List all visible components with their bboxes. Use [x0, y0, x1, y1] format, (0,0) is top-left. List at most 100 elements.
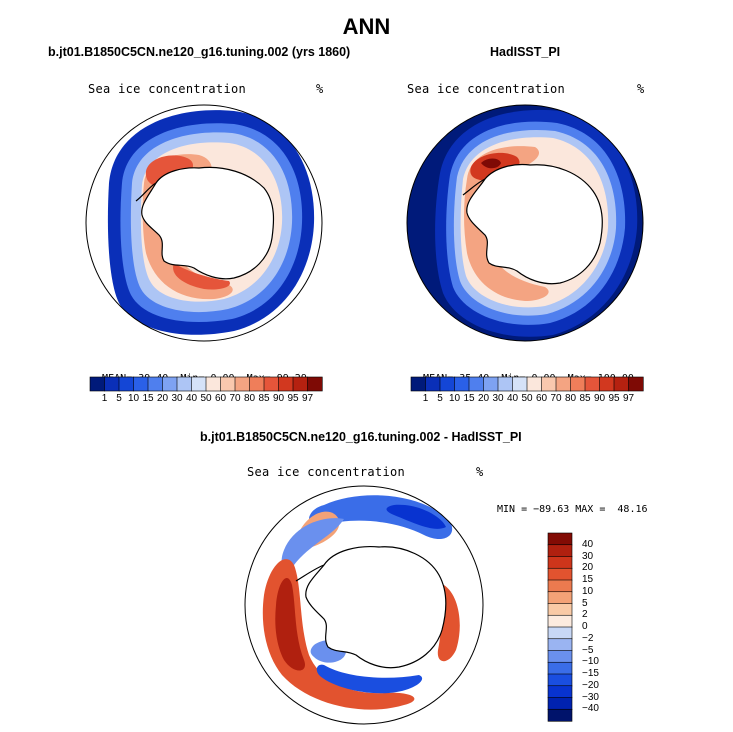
model-colorbar-box	[292, 376, 309, 392]
diff-colorbar-tick-label: 30	[582, 550, 594, 562]
model-units-label: %	[316, 82, 324, 96]
model-colorbar-tick-label: 40	[185, 393, 198, 404]
diff-title: b.jt01.B1850C5CN.ne120_g16.tuning.002 - …	[200, 430, 522, 444]
obs-colorbar-box	[410, 376, 427, 392]
diff-colorbar-box	[547, 614, 573, 628]
diff-colorbar-box	[547, 661, 573, 675]
diff-variable-label: Sea ice concentration	[247, 465, 406, 479]
model-colorbar-ticks: 1 5 10 15 20 30 40 50 60 70 80 85 90 95 97	[90, 393, 322, 405]
model-colorbar-box	[118, 376, 135, 392]
diff-colorbar-box	[547, 603, 573, 616]
model-colorbar-tick-label: 90	[272, 393, 285, 404]
obs-colorbar-tick-label: 70	[550, 393, 562, 404]
obs-colorbar	[410, 376, 644, 392]
diff-colorbar-tick-label: 15	[582, 574, 594, 585]
obs-colorbar-tick-label: 95	[608, 393, 620, 404]
obs-units-label: %	[637, 82, 645, 96]
diff-colorbar-tick-label: 20	[582, 562, 594, 574]
obs-colorbar-tick-label: 20	[477, 393, 490, 404]
obs-colorbar-tick-label: 40	[506, 393, 519, 404]
model-colorbar	[89, 376, 323, 392]
diff-blue-ross	[316, 664, 423, 694]
diff-colorbar-tick-label: 10	[582, 585, 594, 597]
diff-polar-map	[244, 485, 484, 725]
model-colorbar-box	[205, 376, 222, 392]
model-colorbar-tick-label: 50	[200, 393, 212, 404]
model-colorbar-tick-label: 30	[171, 393, 183, 404]
diff-colorbar-box	[547, 697, 573, 710]
obs-colorbar-tick-label: 80	[564, 393, 577, 404]
obs-colorbar-box	[483, 376, 499, 392]
obs-colorbar-tick-label: 60	[535, 393, 548, 404]
diff-colorbar-tick-label: −10	[582, 656, 599, 668]
obs-colorbar-tick-label: 1	[422, 393, 429, 404]
diff-colorbar-tick-label: 5	[582, 597, 588, 609]
diff-colorbar-box	[547, 685, 573, 699]
model-colorbar-tick-label: 5	[116, 393, 122, 404]
model-colorbar-box	[89, 376, 106, 392]
antarctic-peninsula	[295, 564, 325, 582]
diff-colorbar-box	[547, 532, 573, 546]
antarctic-peninsula	[462, 178, 486, 196]
figure-title: ANN	[342, 14, 391, 39]
ice-core-ross	[173, 263, 230, 290]
antarctica-landmass	[466, 163, 603, 285]
obs-polar-map	[406, 104, 644, 342]
model-colorbar-box	[191, 376, 207, 392]
model-colorbar-box	[249, 376, 265, 392]
diff-red-west	[262, 559, 415, 710]
model-colorbar-box	[220, 376, 236, 392]
model-colorbar-box	[234, 376, 251, 392]
obs-colorbar-tick-label: 50	[521, 393, 533, 404]
antarctic-peninsula	[135, 182, 157, 202]
obs-colorbar-box	[512, 376, 528, 392]
diff-colorbar-box	[547, 556, 573, 569]
obs-colorbar-tick-label: 97	[622, 393, 635, 404]
model-colorbar-box	[147, 376, 164, 392]
diff-colorbar-box	[547, 650, 573, 663]
diff-colorbar-box	[547, 638, 573, 652]
diff-colorbar-ticks: 40 30 20 15 10 5 2 0 −2 −5 −10 −15 −20 −30 −40	[582, 533, 642, 721]
diff-colorbar-box	[547, 626, 573, 640]
obs-colorbar-box	[628, 376, 644, 392]
diff-units-label: %	[476, 465, 484, 479]
model-colorbar-tick-label: 15	[142, 393, 154, 404]
model-case-title: b.jt01.B1850C5CN.ne120_g16.tuning.002 (y…	[48, 45, 351, 59]
diff-colorbar	[547, 532, 573, 722]
diff-colorbar-box	[547, 544, 573, 558]
diff-colorbar-box	[547, 591, 573, 605]
obs-colorbar-box	[570, 376, 586, 392]
model-colorbar-tick-label: 80	[243, 393, 256, 404]
obs-colorbar-box	[425, 376, 441, 392]
model-colorbar-tick-label: 20	[156, 393, 169, 404]
obs-colorbar-box	[497, 376, 514, 392]
obs-colorbar-tick-label: 5	[437, 393, 443, 404]
diff-colorbar-tick-label: −5	[582, 644, 594, 656]
model-polar-map	[85, 104, 323, 342]
model-colorbar-box	[104, 376, 120, 392]
obs-colorbar-box	[599, 376, 615, 392]
diff-colorbar-box	[547, 673, 573, 687]
diff-colorbar-box	[547, 567, 573, 581]
diff-colorbar-tick-label: 0	[582, 621, 588, 632]
obs-colorbar-box	[555, 376, 572, 392]
model-colorbar-tick-label: 95	[287, 393, 299, 404]
model-colorbar-tick-label: 85	[258, 393, 270, 404]
model-colorbar-box	[263, 376, 280, 392]
model-variable-label: Sea ice concentration	[88, 82, 247, 96]
obs-colorbar-tick-label: 30	[492, 393, 504, 404]
obs-colorbar-box	[439, 376, 456, 392]
diff-range: MIN = −89.63 MAX = 48.16	[497, 504, 648, 515]
model-colorbar-tick-label: 10	[127, 393, 140, 404]
model-colorbar-box	[162, 376, 178, 392]
diff-colorbar-tick-label: 2	[582, 609, 588, 621]
obs-colorbar-box	[584, 376, 601, 392]
obs-colorbar-ticks: 1 5 10 15 20 30 40 50 60 70 80 85 90 95 97	[411, 393, 643, 405]
obs-colorbar-box	[613, 376, 630, 392]
obs-colorbar-box	[468, 376, 485, 392]
model-colorbar-box	[278, 376, 294, 392]
obs-colorbar-tick-label: 90	[593, 393, 606, 404]
obs-colorbar-box	[454, 376, 470, 392]
diff-blue-north-core	[386, 504, 446, 529]
model-colorbar-tick-label: 60	[214, 393, 227, 404]
